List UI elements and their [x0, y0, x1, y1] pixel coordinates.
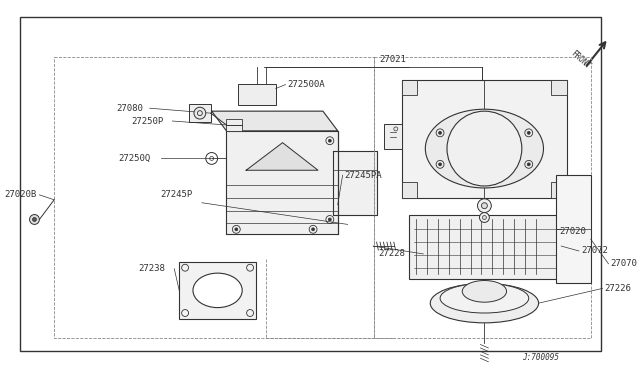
- Circle shape: [479, 212, 490, 222]
- Bar: [189, 104, 211, 122]
- Circle shape: [527, 163, 530, 166]
- Text: 27072: 27072: [581, 247, 608, 256]
- Text: 27226: 27226: [605, 284, 632, 293]
- Bar: [402, 80, 417, 96]
- Ellipse shape: [193, 273, 242, 308]
- Bar: [179, 262, 256, 319]
- Text: 27245PA: 27245PA: [344, 171, 382, 180]
- Bar: [551, 80, 567, 96]
- Text: 27245P: 27245P: [161, 190, 193, 199]
- Text: 27070: 27070: [611, 259, 637, 268]
- Ellipse shape: [440, 283, 529, 313]
- Ellipse shape: [430, 283, 538, 323]
- Circle shape: [194, 107, 206, 119]
- Circle shape: [527, 131, 530, 134]
- Text: 27080: 27080: [116, 104, 143, 113]
- Text: 27228: 27228: [378, 250, 405, 259]
- Text: FRONT: FRONT: [569, 49, 592, 71]
- Ellipse shape: [462, 280, 507, 302]
- Circle shape: [483, 215, 486, 219]
- Circle shape: [477, 199, 492, 212]
- Bar: [54, 57, 374, 338]
- Text: J:700095: J:700095: [522, 353, 559, 362]
- Text: 27250Q: 27250Q: [118, 154, 150, 163]
- Circle shape: [29, 215, 40, 224]
- Text: 27020B: 27020B: [4, 190, 36, 199]
- Bar: [238, 84, 276, 105]
- Bar: [402, 182, 417, 198]
- Polygon shape: [333, 151, 377, 215]
- Circle shape: [438, 131, 442, 134]
- Bar: [374, 57, 591, 338]
- Polygon shape: [246, 143, 318, 170]
- Polygon shape: [227, 131, 338, 234]
- Ellipse shape: [426, 109, 543, 188]
- Bar: [551, 182, 567, 198]
- Bar: [408, 215, 561, 279]
- Circle shape: [328, 218, 332, 221]
- Circle shape: [481, 203, 488, 209]
- Text: 27020: 27020: [559, 227, 586, 236]
- Bar: [556, 175, 591, 283]
- Bar: [227, 119, 242, 131]
- Text: 27250P: 27250P: [131, 116, 163, 125]
- Circle shape: [235, 228, 238, 231]
- Text: 27238: 27238: [138, 264, 164, 273]
- Text: 27021: 27021: [379, 55, 406, 64]
- Bar: [402, 80, 567, 198]
- Circle shape: [328, 139, 332, 142]
- Bar: [384, 124, 402, 148]
- Text: 272500A: 272500A: [287, 80, 325, 89]
- Circle shape: [447, 111, 522, 186]
- Circle shape: [33, 218, 36, 221]
- Circle shape: [438, 163, 442, 166]
- Polygon shape: [212, 111, 338, 131]
- Circle shape: [312, 228, 315, 231]
